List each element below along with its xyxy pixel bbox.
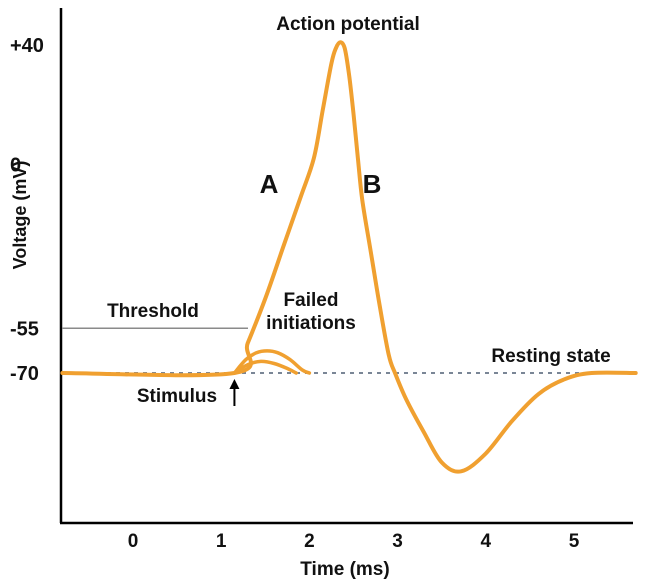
resting-state-label: Resting state	[491, 346, 610, 367]
failed-initiations-label: Failed	[284, 290, 339, 311]
x-tick-label: 5	[569, 531, 580, 552]
failed-initiations-label: initiations	[266, 313, 356, 334]
action-potential-curve	[60, 40, 638, 474]
x-tick-label: 3	[392, 531, 403, 552]
x-axis-label: Time (ms)	[300, 559, 389, 580]
x-tick-label: 0	[128, 531, 139, 552]
stimulus-arrow-icon	[229, 379, 240, 406]
phase-a-label: A	[260, 169, 279, 199]
y-tick-label: -70	[10, 363, 39, 385]
y-axis-label: Voltage (mV)	[10, 161, 30, 270]
threshold-label: Threshold	[107, 301, 199, 322]
x-tick-label: 4	[481, 531, 492, 552]
stimulus-label: Stimulus	[137, 386, 217, 407]
x-tick-label: 1	[216, 531, 227, 552]
y-tick-label: 0	[10, 154, 21, 176]
y-tick-label: -55	[10, 318, 39, 340]
chart-title: Action potential	[276, 14, 420, 35]
failed-initiation-curve	[232, 359, 298, 375]
y-tick-label: +40	[10, 35, 44, 57]
x-tick-label: 2	[304, 531, 315, 552]
failed-initiation-curve	[232, 349, 312, 375]
phase-b-label: B	[363, 169, 382, 199]
